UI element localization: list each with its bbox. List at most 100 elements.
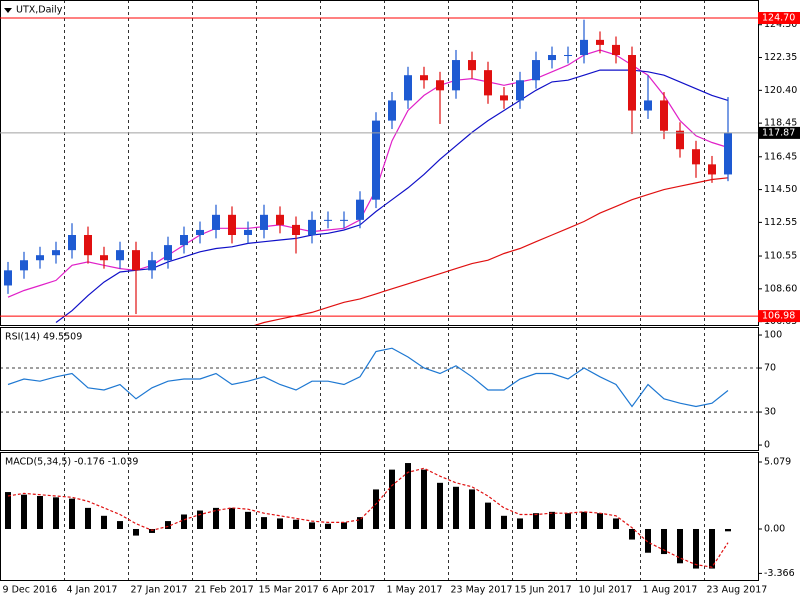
candle-body [180,235,188,246]
macd-bar [229,507,235,529]
candle-body [212,214,220,230]
macd-bar [581,511,587,529]
x-tick-label: 4 Jan 2017 [67,585,118,596]
candle-body [308,219,316,236]
candle-body [676,130,684,150]
macd-bar [533,513,539,529]
macd-bar [213,507,219,529]
moving-average [253,177,729,325]
y-tick-label: 108.60 [764,283,797,294]
candle-body [628,55,636,111]
main-title: UTX,Daily [16,5,63,16]
candle-body [148,260,156,271]
candle-body [276,214,284,225]
macd-title: MACD(5,34,5) -0.176 -1.039 [5,457,138,468]
candle-body [356,199,364,220]
y-tick-label: 120.40 [764,85,797,96]
candle-body [644,100,652,111]
y-tick-label: 0 [764,440,770,451]
y-tick-label: 100 [764,330,782,341]
rsi-line [7,347,729,408]
y-tick-label: 110.55 [764,251,797,262]
macd-bar [453,486,459,529]
candle-body [500,95,508,101]
macd-bar [245,511,251,529]
price-box [758,11,800,24]
x-tick-label: 23 Aug 2017 [707,585,768,596]
macd-bar [117,521,123,529]
candle-body [564,55,572,57]
candle-body [84,235,92,256]
macd-bar [501,515,507,529]
macd-bar [677,528,683,564]
macd-bar [69,498,75,529]
candle-body [484,70,492,96]
macd-bar [437,482,443,529]
signal-line [7,467,729,568]
y-tick-label: 70 [764,363,776,374]
x-tick-label: 1 May 2017 [387,585,443,596]
macd-bar [149,528,155,533]
macd-bar [405,463,411,529]
y-tick-label: 122.35 [764,52,797,63]
macd-bar [293,519,299,529]
x-tick-label: 15 Jun 2017 [515,585,572,596]
candle-body [4,270,12,286]
candle-body [292,224,300,236]
candle-body [388,100,396,121]
macd-bar [693,528,699,569]
macd-bar [597,513,603,529]
candle-body [20,260,28,271]
macd-bar [661,528,667,555]
plot-area [0,327,758,450]
y-tick-label: 5.079 [764,456,791,467]
macd-bar [37,496,43,529]
candle-body [548,55,556,61]
macd-bar [645,528,651,553]
candle-body [164,245,172,261]
candle-body [260,214,268,230]
macd-bar [165,521,171,529]
macd-bar [21,494,27,529]
macd-bar [629,528,635,540]
candle-body [468,60,476,71]
candle-body [612,44,620,56]
candle-body [420,75,428,81]
menu-arrow [4,8,12,13]
macd-bar [197,510,203,529]
candle-body [116,250,124,261]
macd-bar [133,528,139,536]
candle-body [36,255,44,261]
candle-body [324,219,332,221]
y-tick-label: 116.45 [764,151,797,162]
candle-body [708,164,716,175]
macd-bar [53,497,59,529]
candle-body [452,60,460,91]
price-box [758,310,800,323]
macd-bar [469,489,475,529]
y-tick-label: 114.50 [764,184,797,195]
macd-bar [261,517,267,529]
macd-bar [549,511,555,529]
candle-body [404,75,412,101]
price-label: 106.98 [762,311,795,322]
macd-bar [181,514,187,529]
moving-average [7,49,729,298]
x-tick-label: 1 Aug 2017 [643,585,698,596]
macd-bar [357,517,363,529]
candle-body [68,235,76,251]
candle-body [436,80,444,91]
plot-area [0,0,732,325]
macd-bar [85,507,91,529]
macd-bar [389,469,395,529]
macd-bar [5,492,11,529]
y-tick-label: 30 [764,407,776,418]
macd-bar [565,513,571,529]
macd-bar [517,518,523,529]
macd-bar [485,502,491,529]
x-tick-label: 10 Jul 2017 [579,585,633,596]
macd-bar [709,528,715,569]
candle-body [196,229,204,236]
x-tick-label: 21 Feb 2017 [195,585,254,596]
